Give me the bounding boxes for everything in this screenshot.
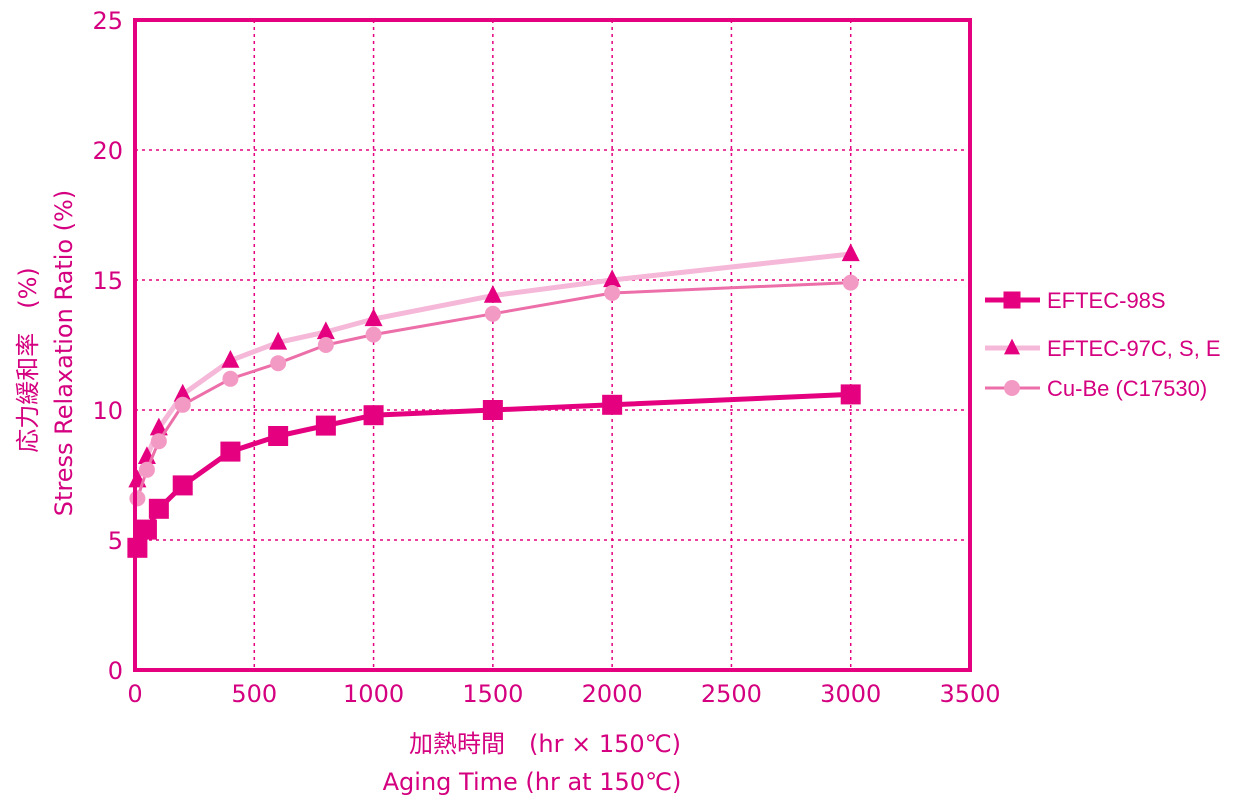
- data-point: [138, 461, 155, 478]
- legend-marker: [1003, 291, 1021, 309]
- data-point: [127, 537, 148, 558]
- plot-frame: [133, 18, 972, 672]
- y-tick-label: 15: [92, 267, 123, 295]
- y-tick-label: 20: [92, 137, 123, 165]
- grid-lines: [135, 20, 970, 670]
- legend: EFTEC-98S EFTEC-97C, S, E Cu-Be (C17530): [985, 288, 1221, 401]
- data-point: [315, 415, 336, 436]
- data-point: [482, 400, 503, 420]
- x-tick-label: 1000: [343, 680, 404, 708]
- y-tick-label: 25: [92, 7, 123, 35]
- data-point: [364, 308, 383, 327]
- data-point: [174, 396, 191, 413]
- data-point: [602, 394, 623, 415]
- legend-marker: [1004, 380, 1020, 396]
- data-point: [136, 519, 157, 540]
- x-axis-title-en: Aging Time (hr at 150℃): [383, 768, 682, 796]
- data-point: [222, 370, 239, 387]
- legend-item: EFTEC-98S: [985, 288, 1166, 313]
- y-axis-title-en: Stress Relaxation Ratio (%): [50, 190, 78, 516]
- data-point: [172, 475, 193, 496]
- y-tick-label: 0: [108, 657, 123, 685]
- legend-item: EFTEC-97C, S, E: [985, 336, 1221, 361]
- data-point: [268, 426, 289, 446]
- data-point: [365, 326, 382, 343]
- y-tick-label: 5: [108, 527, 123, 555]
- data-point: [149, 417, 168, 436]
- data-point: [270, 355, 287, 372]
- y-tick-label: 10: [92, 397, 123, 425]
- data-point: [221, 349, 240, 368]
- data-point: [173, 383, 192, 402]
- data-point: [129, 490, 146, 507]
- x-axis-title-jp: 加熱時間 (hr × 150℃): [409, 730, 681, 758]
- data-point: [317, 337, 334, 353]
- tick-labels: 0 500 1000 1500 2000 2500 3000 3500 0 5 10 15 20 25: [92, 7, 1000, 708]
- data-point: [484, 305, 501, 322]
- data-point: [604, 285, 621, 301]
- data-point: [316, 321, 335, 340]
- data-point: [363, 405, 384, 426]
- x-tick-label: 3000: [820, 680, 881, 708]
- data-point: [269, 331, 288, 350]
- series-0: [127, 384, 861, 558]
- y-axis-title-jp: 応力緩和率 (%): [14, 267, 42, 453]
- legend-marker: [1004, 338, 1020, 355]
- series-layer: [127, 243, 861, 558]
- data-point: [150, 433, 167, 450]
- data-point: [842, 274, 859, 291]
- legend-item: Cu-Be (C17530): [985, 376, 1207, 401]
- x-tick-label: 0: [127, 680, 142, 708]
- data-point: [840, 384, 861, 405]
- legend-label: EFTEC-97C, S, E: [1047, 336, 1221, 361]
- data-point: [220, 441, 241, 462]
- x-tick-label: 1500: [462, 680, 523, 708]
- x-tick-label: 2000: [582, 680, 643, 708]
- data-point: [483, 284, 502, 303]
- series-2: [129, 274, 859, 507]
- x-tick-label: 2500: [701, 680, 762, 708]
- data-point: [841, 243, 860, 262]
- x-tick-label: 3500: [939, 680, 1000, 708]
- x-tick-label: 500: [231, 680, 277, 708]
- legend-label: Cu-Be (C17530): [1047, 376, 1207, 401]
- data-point: [603, 269, 622, 288]
- data-point: [148, 498, 169, 519]
- legend-label: EFTEC-98S: [1047, 288, 1166, 313]
